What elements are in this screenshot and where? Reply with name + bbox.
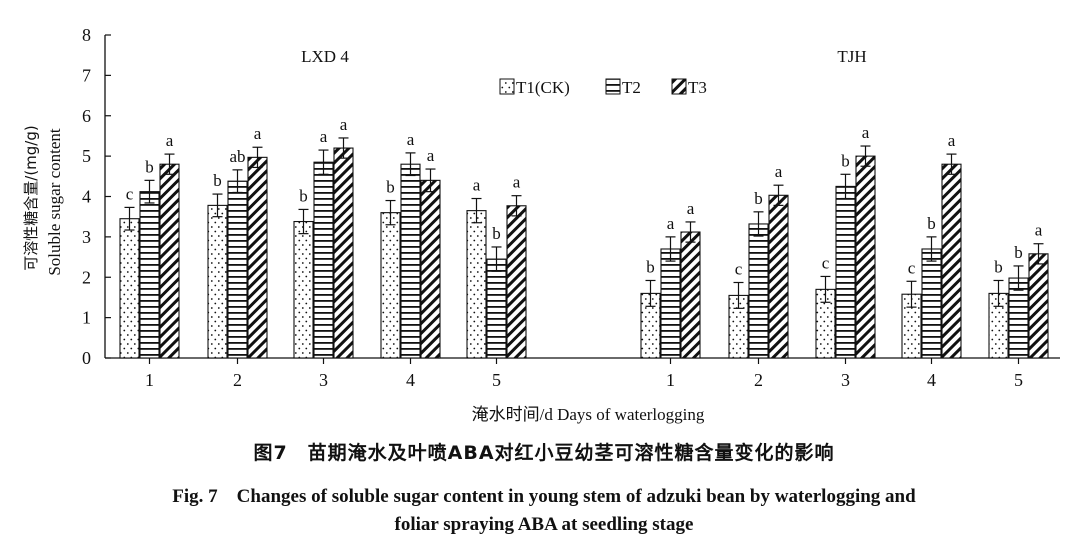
significance-letter: a [775, 162, 783, 181]
significance-letter: a [513, 173, 521, 192]
significance-letter: b [386, 178, 395, 197]
significance-letter: a [407, 130, 415, 149]
significance-letter: b [213, 171, 222, 190]
significance-letter: a [1035, 221, 1043, 240]
bar [207, 204, 228, 359]
x-tick-label: 1 [145, 370, 154, 390]
y-tick-label: 6 [82, 106, 91, 126]
bar [313, 161, 334, 359]
group-label: LXD 4 [301, 47, 349, 66]
bar [1028, 253, 1049, 359]
significance-letter: c [126, 184, 134, 203]
y-tick-label: 0 [82, 348, 91, 368]
significance-letter: a [320, 127, 328, 146]
legend-label: T3 [688, 78, 707, 97]
significance-letter: a [687, 199, 695, 218]
bar [941, 163, 962, 359]
significance-letter: b [841, 151, 850, 170]
x-tick-label: 3 [841, 370, 850, 390]
y-tick-label: 5 [82, 146, 91, 166]
y-tick-label: 3 [82, 227, 91, 247]
x-tick-label: 1 [666, 370, 675, 390]
bar [293, 220, 314, 359]
legend-label: T2 [622, 78, 641, 97]
bar [139, 191, 160, 359]
bar [159, 163, 180, 359]
x-tick-label: 5 [492, 370, 501, 390]
bar [420, 179, 441, 359]
bar [380, 212, 401, 359]
significance-letter: a [166, 131, 174, 150]
bar [855, 155, 876, 359]
significance-letter: a [427, 146, 435, 165]
x-tick-label: 2 [233, 370, 242, 390]
bar [400, 163, 421, 359]
legend-swatch [605, 78, 621, 95]
y-tick-label: 4 [82, 187, 91, 207]
bar [835, 185, 856, 359]
x-tick-label: 2 [754, 370, 763, 390]
significance-letter: c [908, 258, 916, 277]
significance-letter: a [473, 176, 481, 195]
figure-caption-english-line2: foliar spraying ABA at seedling stage [394, 514, 694, 535]
y-axis-title-english: Soluble sugar content [45, 128, 64, 276]
significance-letter: a [667, 214, 675, 233]
x-tick-label: 4 [406, 370, 415, 390]
significance-letter: b [754, 189, 763, 208]
significance-letter: b [1014, 243, 1023, 262]
figure-caption-chinese: 图7 苗期淹水及叶喷ABA对红小豆幼茎可溶性糖含量变化的影响 [253, 442, 835, 464]
y-tick-label: 1 [82, 308, 91, 328]
bar [660, 248, 681, 359]
bar [333, 147, 354, 359]
y-tick-label: 2 [82, 267, 91, 287]
y-tick-label: 7 [82, 65, 91, 85]
bar [247, 156, 268, 359]
bar [466, 210, 487, 359]
significance-letter: b [145, 157, 154, 176]
group-label: TJH [837, 47, 866, 66]
legend-swatch [499, 78, 515, 95]
bar [748, 223, 769, 359]
bar [227, 180, 248, 359]
significance-letter: c [735, 259, 743, 278]
significance-letter: b [994, 257, 1003, 276]
x-tick-label: 3 [319, 370, 328, 390]
bar [921, 248, 942, 359]
significance-letter: a [340, 115, 348, 134]
significance-letter: a [948, 131, 956, 150]
x-tick-label: 4 [927, 370, 936, 390]
significance-letter: b [646, 257, 655, 276]
bar [119, 218, 140, 359]
figure-caption-english-line1: Fig. 7 Changes of soluble sugar content … [172, 486, 916, 507]
legend-label: T1(CK) [516, 78, 570, 97]
bar [506, 205, 527, 359]
bar [768, 194, 789, 359]
significance-letter: b [299, 186, 308, 205]
significance-letter: c [822, 253, 830, 272]
x-tick-label: 5 [1014, 370, 1023, 390]
significance-letter: a [862, 123, 870, 142]
significance-letter: a [254, 124, 262, 143]
bar [680, 231, 701, 359]
bars [119, 137, 1049, 359]
significance-letter: ab [229, 147, 245, 166]
legend-swatch [671, 78, 687, 95]
significance-letter: b [492, 224, 501, 243]
y-axis-title-chinese: 可溶性糖含量/(mg/g) [22, 125, 40, 270]
chart-text: 0 1 2 3 4 5 6 7 8 可溶性糖含量/(mg/g) Soluble sugar cont… [22, 25, 1043, 424]
x-axis-title: 淹水时间/d Days of waterlogging [472, 405, 705, 424]
bar [486, 258, 507, 359]
significance-letter: b [927, 214, 936, 233]
y-tick-label: 8 [82, 25, 91, 45]
